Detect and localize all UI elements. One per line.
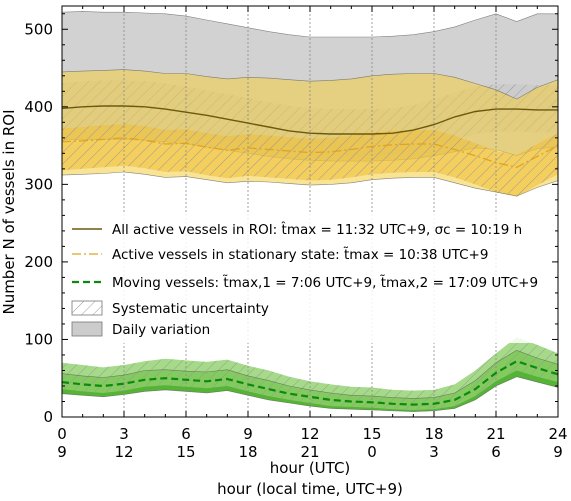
y-tick-label: 300 [24,175,53,193]
x-tick-label-local: 6 [491,443,501,461]
legend-label: Active vessels in stationary state: t̃ma… [112,247,488,263]
x-axis-label-local: hour (local time, UTC+9) [217,480,403,498]
series-line-1 [62,105,558,135]
y-tick-label: 200 [24,253,53,271]
x-tick-label: 9 [243,425,253,443]
x-tick-label-local: 12 [114,443,133,461]
x-tick-label: 21 [486,425,505,443]
y-tick-label: 400 [24,98,53,116]
x-tick-label: 12 [300,425,319,443]
y-axis-label: Number N of vessels in ROI [0,109,18,314]
daily-band-edge-3 [62,349,558,412]
series-line-2 [62,137,558,168]
legend-background [64,214,551,343]
vertical-gridlines [123,6,497,417]
legend-swatch [71,321,103,337]
series-lines [62,105,558,406]
series-line-3 [62,360,558,406]
x-tick-label: 24 [548,425,567,443]
legend: All active vessels in ROI: t̂max = 11:32… [71,222,538,338]
x-tick-label: 15 [362,425,381,443]
y-tick-label: 100 [24,330,53,348]
x-axis-label: hour (UTC) [270,459,351,477]
x-tick-label-local: 9 [57,443,67,461]
x-tick-label: 6 [181,425,191,443]
y-tick-label: 0 [43,408,53,426]
legend-label: Daily variation [112,322,210,338]
axis-ticks: 0931261591812211501832162490100200300400… [24,6,568,461]
x-tick-label: 18 [424,425,443,443]
x-tick-label: 3 [119,425,129,443]
x-tick-label-local: 9 [553,443,563,461]
x-tick-label-local: 21 [300,443,319,461]
x-tick-label-local: 3 [429,443,439,461]
x-tick-label: 0 [57,425,67,443]
x-tick-label-local: 18 [238,443,257,461]
x-tick-label-local: 0 [367,443,377,461]
legend-label: All active vessels in ROI: t̂max = 11:32… [112,222,522,238]
legend-label: Systematic uncertainty [112,301,269,317]
daily-band-edge-2 [62,69,558,197]
legend-swatch [71,300,103,316]
x-tick-label-local: 15 [176,443,195,461]
y-tick-label: 500 [24,20,53,38]
legend-label: Moving vessels: t̃max,1 = 7:06 UTC+9, t̃… [112,275,538,291]
